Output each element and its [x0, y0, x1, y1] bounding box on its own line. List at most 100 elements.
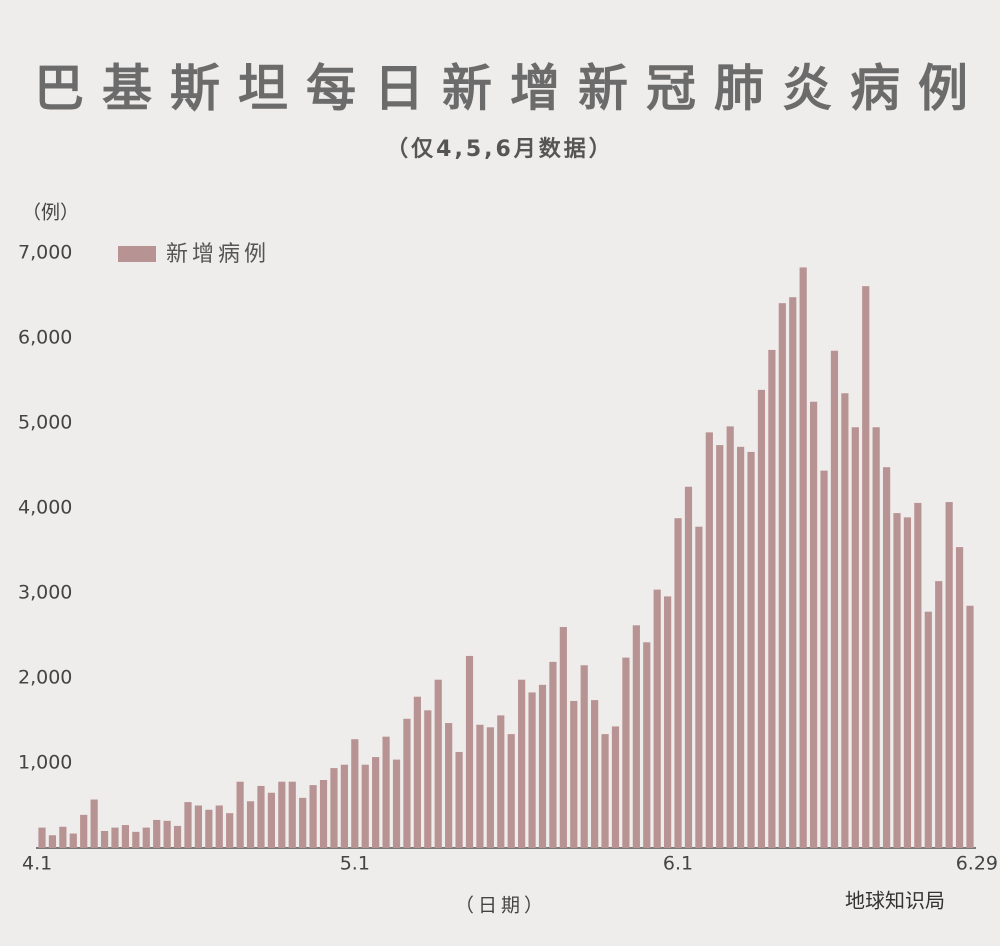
bar	[695, 526, 703, 848]
x-tick-label: 4.1	[22, 853, 52, 875]
bar	[955, 547, 964, 848]
bar	[966, 605, 974, 848]
bar	[622, 657, 630, 848]
bar	[486, 727, 494, 848]
bar	[601, 734, 609, 848]
x-axis-label: （日期）	[455, 895, 547, 917]
y-axis-label: （例）	[22, 202, 79, 224]
bar	[132, 831, 140, 848]
bar	[893, 513, 901, 848]
x-tick-label: 5.1	[340, 853, 370, 875]
bar	[257, 785, 265, 848]
bar	[69, 833, 77, 848]
bar	[799, 267, 807, 848]
bar	[153, 819, 161, 848]
bar	[935, 581, 943, 848]
bar	[445, 723, 453, 848]
legend-label: 新增病例	[166, 242, 270, 267]
bar	[872, 427, 880, 848]
bar	[945, 502, 953, 848]
bar	[580, 665, 588, 848]
bar	[705, 432, 713, 848]
bar	[914, 502, 922, 848]
bar	[882, 467, 891, 848]
bar	[278, 781, 286, 848]
bar	[236, 781, 244, 848]
bar	[173, 825, 182, 848]
bar	[643, 642, 651, 848]
bar	[653, 589, 661, 848]
bar	[674, 518, 682, 848]
bar	[372, 757, 380, 848]
bar	[288, 781, 296, 848]
bar	[330, 768, 338, 848]
bar	[205, 809, 213, 848]
bar	[924, 611, 932, 848]
bar	[726, 426, 734, 848]
bar	[768, 349, 776, 848]
bar	[309, 785, 317, 848]
bar	[851, 427, 859, 848]
y-tick-label: 3,000	[18, 582, 72, 604]
bar	[299, 797, 307, 848]
bar	[48, 835, 57, 848]
bar	[465, 655, 474, 848]
bar	[361, 764, 369, 848]
y-tick-label: 2,000	[18, 667, 72, 689]
bar	[507, 734, 515, 848]
bar	[632, 625, 640, 848]
bar	[413, 696, 421, 848]
bar	[747, 451, 755, 848]
bar	[664, 596, 672, 848]
bar	[111, 827, 119, 848]
x-tick-label: 6.1	[663, 853, 693, 875]
bar	[841, 393, 849, 848]
bar	[90, 799, 98, 848]
bar	[497, 715, 505, 848]
y-tick-label: 7,000	[18, 242, 72, 264]
bar	[340, 764, 348, 848]
bar	[184, 802, 192, 848]
y-tick-label: 4,000	[18, 497, 72, 519]
bar	[142, 827, 150, 848]
bar	[194, 805, 203, 848]
bar	[549, 661, 557, 848]
bar	[684, 486, 693, 848]
bar	[351, 739, 359, 848]
bar	[591, 700, 599, 848]
bar	[100, 831, 109, 848]
bar	[80, 814, 88, 848]
bar	[267, 792, 275, 848]
bar	[226, 813, 234, 848]
bar	[215, 805, 223, 848]
watermark: 地球知识局	[845, 889, 945, 913]
bar	[455, 751, 463, 848]
bar	[246, 801, 255, 848]
bar	[820, 470, 828, 848]
y-tick-label: 1,000	[18, 752, 72, 774]
legend-swatch	[118, 246, 156, 262]
bar	[862, 286, 870, 848]
bar	[392, 759, 401, 848]
bar	[809, 401, 818, 848]
x-tick-label: 6.29	[956, 853, 998, 875]
chart-subtitle: （仅4,5,6月数据）	[386, 136, 614, 162]
bar	[538, 684, 547, 848]
bar	[163, 820, 171, 848]
bar	[611, 726, 620, 848]
bar	[319, 780, 328, 848]
y-tick-label: 5,000	[18, 412, 72, 434]
bar	[778, 303, 786, 848]
y-tick-label: 6,000	[18, 327, 72, 349]
bar	[903, 517, 912, 848]
bar	[403, 718, 411, 848]
bar	[38, 827, 46, 848]
bar	[830, 350, 839, 848]
bar	[737, 446, 745, 848]
bar	[559, 627, 567, 848]
bar	[476, 724, 484, 848]
bar	[757, 389, 766, 848]
bar	[424, 710, 432, 848]
bar	[789, 297, 797, 848]
